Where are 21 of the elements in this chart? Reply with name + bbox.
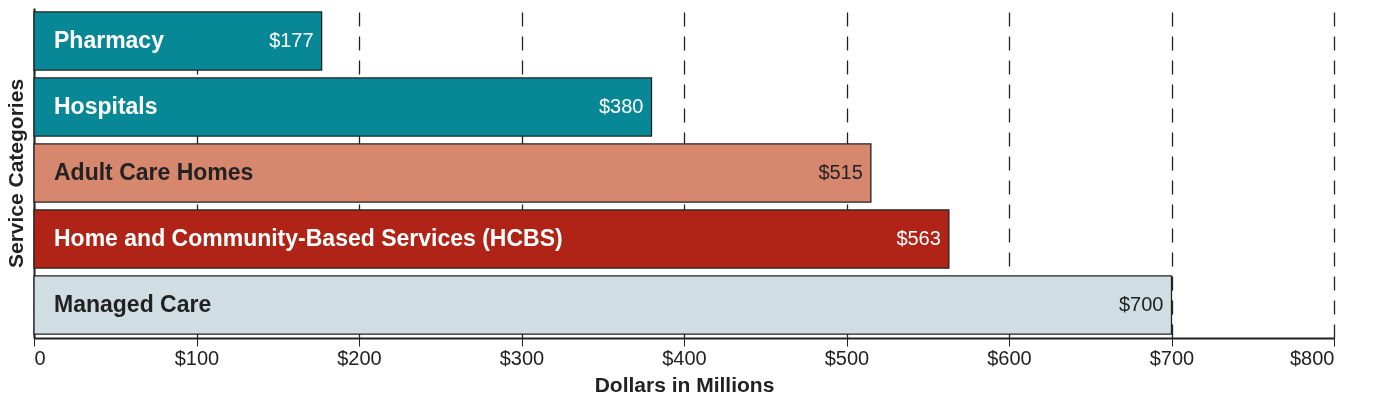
x-tick-label: $400: [662, 346, 707, 369]
x-tick-label: $800: [1290, 346, 1335, 369]
x-tick-label: $200: [337, 346, 382, 369]
data-label: $563: [896, 227, 941, 249]
x-tick-label: $100: [174, 346, 220, 369]
x-tick-label: $700: [1149, 346, 1195, 369]
y-tick-label: Managed Care: [54, 291, 212, 317]
data-label: $380: [599, 95, 644, 117]
data-label: $177: [269, 29, 314, 51]
x-tick-label: $300: [499, 346, 545, 369]
y-axis-title: Service Categories: [3, 78, 27, 269]
y-tick-label: Pharmacy: [54, 27, 165, 53]
y-tick-label: Hospitals: [54, 93, 158, 119]
x-axis-title: Dollars in Millions: [594, 372, 775, 396]
x-tick-label: $500: [824, 346, 870, 369]
x-tick-label: 0: [34, 346, 46, 369]
x-tick-label: $600: [987, 346, 1032, 369]
data-label: $515: [818, 161, 863, 183]
y-tick-label: Home and Community-Based Services (HCBS): [54, 225, 563, 251]
data-label: $700: [1119, 293, 1164, 315]
y-tick-label: Adult Care Homes: [54, 159, 254, 185]
